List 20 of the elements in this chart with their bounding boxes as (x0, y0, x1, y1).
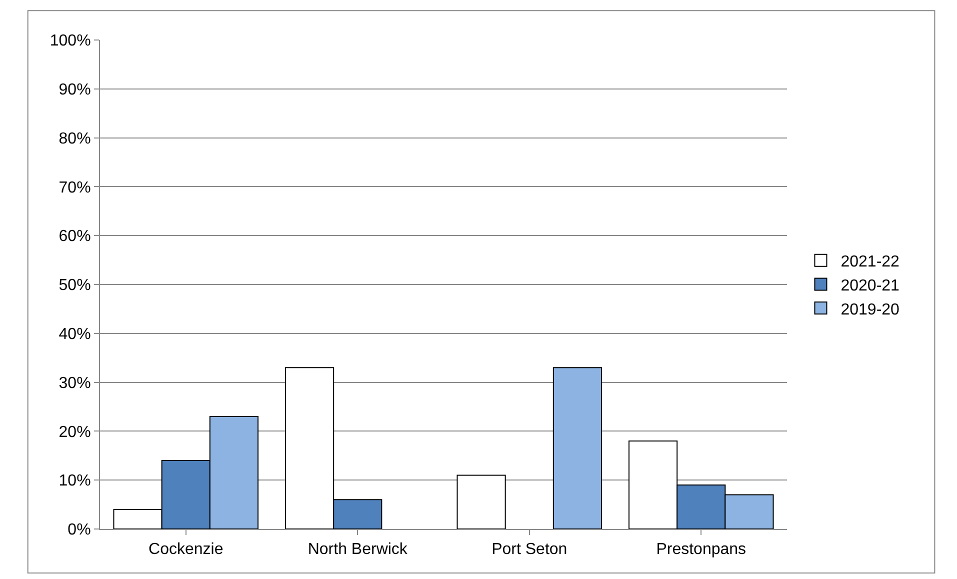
y-tick-label: 50% (58, 277, 91, 294)
bar (456, 474, 506, 529)
y-tick-label: 60% (58, 228, 91, 246)
legend-label: 2021-22 (840, 254, 900, 271)
x-tick-label: Cockenzie (148, 541, 224, 558)
y-tick-label: 30% (58, 374, 91, 392)
y-tick-label: 70% (58, 179, 91, 196)
y-tick-label: 0% (68, 522, 91, 539)
x-tick-label: Prestonpans (656, 541, 746, 558)
y-tick-label: 80% (58, 130, 91, 148)
legend-label: 2019-20 (840, 301, 900, 318)
y-tick-label: 100% (50, 32, 91, 50)
y-tick-label: 90% (58, 82, 91, 98)
y-tick-label: 10% (58, 472, 91, 490)
y-tick-label: 20% (58, 424, 91, 441)
x-tick-label: North Berwick (308, 541, 408, 558)
legend-label: 2020-21 (840, 277, 900, 294)
x-tick-label: Port Seton (492, 541, 568, 558)
bar (552, 367, 602, 529)
y-tick-label: 40% (58, 326, 91, 343)
